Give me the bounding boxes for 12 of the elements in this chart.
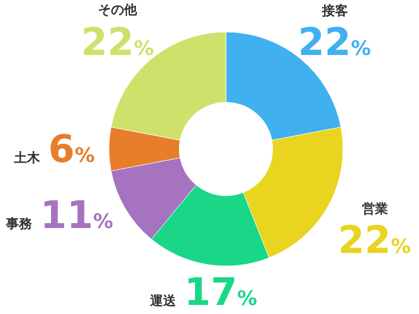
slice-label: 接客 (321, 3, 348, 19)
data-label: 22% (338, 218, 411, 262)
data-label: 11% (40, 193, 114, 237)
data-label: 6% (48, 127, 95, 171)
slice-label: 土木 (13, 151, 41, 166)
slice-label: その他 (98, 3, 138, 18)
slice-label: 運送 (149, 294, 177, 309)
slice-label: 事務 (5, 217, 33, 232)
data-label: 22% (298, 20, 371, 64)
data-label: 17% (184, 270, 258, 314)
slice-label: 営業 (362, 201, 388, 217)
data-label: 22% (81, 20, 154, 64)
